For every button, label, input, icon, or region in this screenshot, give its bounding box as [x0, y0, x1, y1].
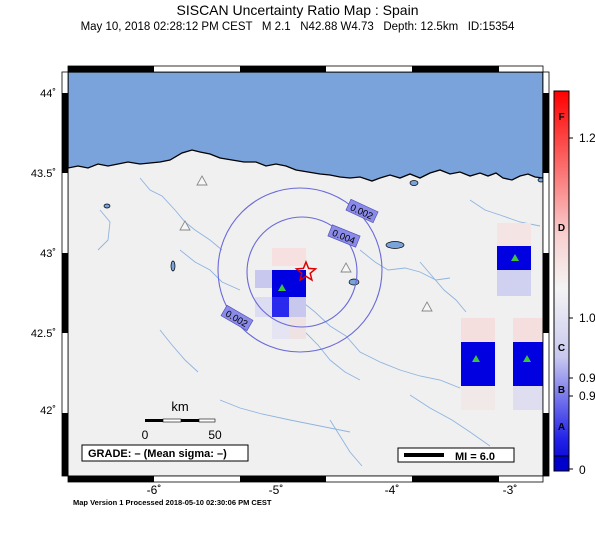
- lake: [385, 241, 405, 249]
- river: [329, 419, 363, 467]
- colorbar-value: 0: [579, 463, 586, 477]
- river: [419, 261, 467, 313]
- river: [179, 249, 241, 291]
- map-frame: [61, 65, 550, 483]
- grid-cell: [272, 297, 289, 317]
- mi-legend: MI = 6.0: [397, 447, 515, 463]
- lake: [103, 203, 111, 209]
- grid-cell: [255, 270, 272, 288]
- uncertainty-cells: [255, 223, 543, 410]
- lake: [537, 177, 543, 183]
- grid-cell: [289, 297, 306, 317]
- station-green: [523, 355, 531, 362]
- lat-label: 43.5˚: [31, 168, 56, 180]
- grid-cell: [272, 248, 289, 266]
- mi-legend-text: MI = 6.0: [455, 451, 495, 463]
- grade-text: GRADE: – (Mean sigma: –): [88, 448, 227, 460]
- lon-labels: -6˚ -5˚ -4˚ -3˚: [147, 483, 518, 497]
- colorbar-value: 0.9: [579, 371, 595, 385]
- lat-label: 44˚: [40, 88, 56, 100]
- colorbar-letter: C: [558, 343, 565, 354]
- station-green: [511, 254, 519, 261]
- contour-lines: [217, 187, 383, 353]
- scale-unit: km: [171, 399, 188, 414]
- colorbar: F D C B A 1.2 1.0 0.9 0.9 0: [553, 90, 595, 477]
- stations: [179, 175, 531, 362]
- lake: [409, 180, 419, 186]
- grid-cell: [461, 318, 495, 342]
- epicenter-star: [294, 260, 318, 282]
- river: [139, 177, 223, 251]
- river: [159, 329, 199, 373]
- river: [299, 299, 461, 389]
- lat-label: 43˚: [40, 248, 56, 260]
- station-green: [278, 284, 286, 291]
- map-subtitle: May 10, 2018 02:28:12 PM CEST M 2.1 N42.…: [80, 21, 515, 33]
- lake: [348, 278, 360, 286]
- river: [97, 209, 111, 251]
- station-gray: [179, 220, 191, 231]
- colorbar-letter: B: [558, 385, 565, 396]
- grid-cell: [461, 386, 495, 410]
- colorbar-letter: F: [558, 112, 564, 123]
- lon-label: -4˚: [385, 483, 400, 497]
- grid-cell: [272, 270, 306, 297]
- lat-label: 42.5˚: [31, 328, 56, 340]
- grade-box: GRADE: – (Mean sigma: –): [81, 444, 249, 462]
- lat-label: 42˚: [40, 405, 56, 417]
- lake: [170, 260, 176, 272]
- map-footer: Map Version 1 Processed 2018-05-10 02:30…: [73, 498, 272, 507]
- grid-cell: [497, 223, 531, 246]
- lat-labels: 44˚ 43.5˚ 43˚ 42.5˚ 42˚: [31, 88, 56, 417]
- station-gray: [340, 262, 352, 273]
- lon-label: -3˚: [503, 483, 518, 497]
- lon-label: -6˚: [147, 483, 162, 497]
- station-gray: [421, 301, 433, 312]
- colorbar-value: 1.0: [579, 311, 595, 325]
- colorbar-value: 1.2: [579, 131, 595, 145]
- grid-cell: [289, 317, 306, 339]
- scale-label-0: 0: [142, 428, 149, 442]
- scale-label-50: 50: [208, 428, 222, 442]
- colorbar-letter: A: [558, 422, 565, 433]
- contour-inner: [246, 216, 358, 328]
- river: [409, 394, 491, 447]
- grid-cell: [272, 317, 289, 339]
- contour-outer: [217, 187, 383, 353]
- station-gray: [196, 175, 208, 186]
- map-title: SISCAN Uncertainty Ratio Map : Spain: [176, 2, 419, 18]
- scale-bar: km 0 50: [142, 399, 222, 442]
- grid-cell: [513, 318, 543, 342]
- colorbar-value: 0.9: [579, 389, 595, 403]
- colorbar-letter: D: [558, 223, 565, 234]
- lon-label: -5˚: [269, 483, 284, 497]
- grid-cell: [513, 342, 543, 386]
- grid-cell: [289, 248, 306, 266]
- station-green: [472, 355, 480, 362]
- river: [219, 399, 351, 433]
- grid-cell: [513, 386, 543, 410]
- grid-cell: [461, 342, 495, 386]
- grid-cell: [497, 270, 531, 296]
- grid-cell: [255, 297, 272, 317]
- ocean-area: [68, 72, 543, 182]
